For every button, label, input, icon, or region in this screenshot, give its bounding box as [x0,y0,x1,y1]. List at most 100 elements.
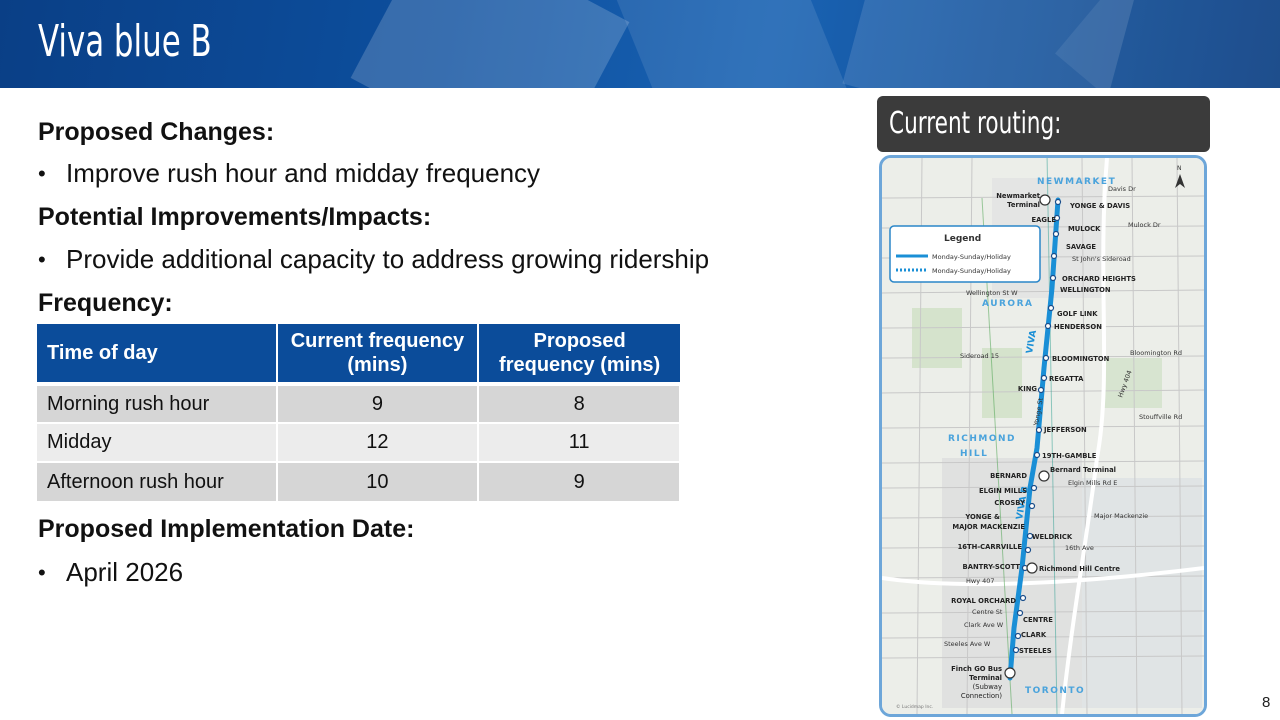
area-label: HILL [960,449,988,459]
implementation-bullet: • April 2026 [38,557,183,588]
stop-label: STEELES [1019,647,1052,655]
title-bar-facet [350,0,630,88]
route-label: VIVA [1025,329,1039,354]
route-stops [1012,198,1062,654]
potential-improvements-bullet: • Provide additional capacity to address… [38,244,709,275]
terminal-label: Terminal [969,674,1002,682]
stop-label: WELLINGTON [1060,286,1111,294]
bullet-dot: • [38,246,46,272]
street-label: Stouffville Rd [1139,413,1182,421]
street-label: Sideroad 15 [960,352,999,360]
stop-label: BANTRY-SCOTT [963,563,1021,571]
street-label: Hwy 407 [966,577,995,585]
stop-label: JEFFERSON [1043,426,1087,434]
stop-label: CENTRE [1023,616,1053,624]
stop-label: HENDERSON [1054,323,1102,331]
stop-label: REGATTA [1049,375,1084,383]
table-cell: Morning rush hour [37,382,278,423]
green-area [982,348,1022,418]
table-cell: 10 [276,461,480,501]
stop-label: MAJOR MACKENZIE [952,523,1025,531]
table-cell: Midday [37,422,278,462]
stop-label: BLOOMINGTON [1052,355,1110,363]
table-cell: 12 [276,422,480,462]
title-bar-facet [609,0,851,88]
street-label: St John's Sideroad [1072,255,1131,263]
river [1046,158,1058,714]
terminal-label: Bernard Terminal [1050,466,1116,474]
proposed-changes-heading: Proposed Changes: [38,118,275,146]
header-current-frequency: Current frequency (mins) [276,324,480,384]
north-arrow-icon: N [1175,165,1185,188]
stop-label: KING [1018,385,1037,393]
page-number: 8 [1262,694,1271,711]
bullet-dot: • [38,160,46,186]
bullet-dot: • [38,559,46,585]
table-header-row: Time of day Current frequency (mins) Pro… [37,324,680,384]
terminal-icons [1004,194,1051,679]
street-label: Major Mackenzie [1094,512,1148,520]
stop-label: GOLF LINK [1057,310,1098,318]
north-label: N [1177,165,1182,172]
hwy-407 [882,566,1204,587]
street-label: Wellington St W [966,289,1018,297]
stop-label: ELGIN MILLS [979,487,1027,495]
bullet-text: Improve rush hour and midday frequency [66,158,541,188]
terminal-label: Richmond Hill Centre [1039,565,1120,573]
stop-label: CLARK [1021,631,1047,639]
street-label: Davis Dr [1108,185,1136,193]
street-label: Bloomington Rd [1130,349,1182,357]
stop-label: MULOCK [1068,225,1101,233]
table-row: Morning rush hour 9 8 [37,382,681,423]
legend-item: Monday-Sunday/Holiday [932,267,1011,275]
table-cell: 8 [478,382,681,423]
area-labels: NEWMARKET AURORA RICHMOND HILL TORONTO [948,177,1116,696]
frequency-heading: Frequency: [38,289,173,317]
legend-title: Legend [944,234,981,244]
stop-label: 16TH-CARRVILLE [958,543,1023,551]
terminal-labels: Newmarket Terminal Bernard Terminal Rich… [951,192,1120,700]
stop-label: CROSBY [994,499,1025,507]
map-legend: Legend Monday-Sunday/Holiday Monday-Sund… [889,225,1041,283]
legend-item: Monday-Sunday/Holiday [932,253,1011,261]
bullet-text: April 2026 [66,557,184,587]
stop-label: 19TH-GAMBLE [1042,452,1097,460]
terminal-label: (Subway [973,683,1002,691]
slide-title: Viva blue B [38,16,212,67]
potential-improvements-heading: Potential Improvements/Impacts: [38,203,432,231]
map-credit: © Lucidmap Inc. [896,703,933,710]
route-map: Legend Monday-Sunday/Holiday Monday-Sund… [879,155,1207,717]
header-proposed-frequency: Proposed frequency (mins) [478,324,680,384]
title-bar-facet [1055,0,1280,88]
stop-label: ORCHARD HEIGHTS [1062,275,1136,283]
street-label: Elgin Mills Rd E [1068,479,1117,487]
green-area [1102,358,1162,408]
street-label: Centre St [972,608,1003,616]
stop-label: ROYAL ORCHARD [951,597,1016,605]
stop-label: EAGLE [1032,216,1057,224]
terminal-label: Terminal [1007,201,1040,209]
green-area [912,308,962,368]
stop-label: WELDRICK [1032,533,1073,541]
area-label: TORONTO [1025,686,1085,696]
street-label: Mulock Dr [1128,221,1161,229]
route-map-svg: Legend Monday-Sunday/Holiday Monday-Sund… [882,158,1204,714]
area-label: NEWMARKET [1037,177,1116,187]
area-label: AURORA [982,299,1033,309]
table-cell: Afternoon rush hour [37,461,278,501]
left-stop-labels: EAGLE KING BERNARD ELGIN MILLS CROSBY YO… [951,216,1056,605]
viva-blue-route-line [1007,197,1061,681]
river [981,197,1013,714]
hwy-404 [1060,158,1109,714]
street-grid [882,158,1204,714]
table-cell: 9 [478,461,681,501]
proposed-changes-bullet: • Improve rush hour and midday frequency [38,158,540,189]
title-bar: Viva blue B [0,0,1280,88]
stop-label: YONGE & DAVIS [1069,202,1130,210]
current-routing-label: Current routing: [877,96,1210,152]
street-label: 16th Ave [1065,544,1094,552]
implementation-heading: Proposed Implementation Date: [38,515,415,543]
frequency-table: Time of day Current frequency (mins) Pro… [37,324,681,501]
area-label: RICHMOND [948,434,1016,444]
stop-label: YONGE & [964,513,1000,521]
